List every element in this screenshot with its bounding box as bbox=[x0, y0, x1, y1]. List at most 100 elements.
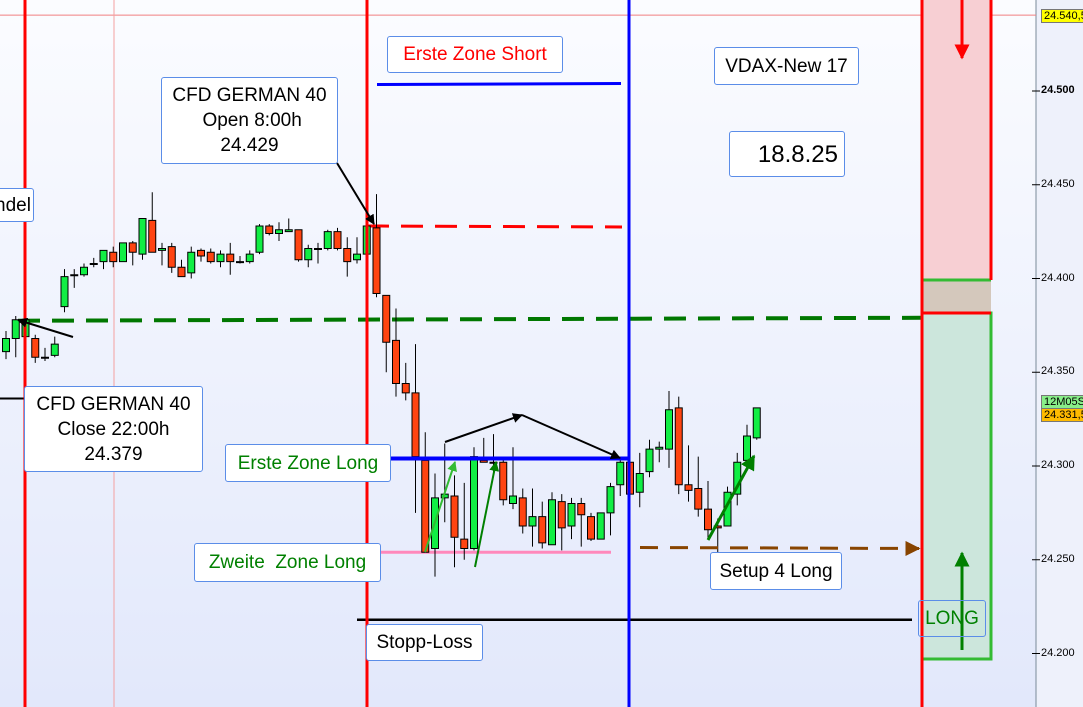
candle bbox=[158, 242, 166, 266]
candle-body bbox=[187, 251, 196, 274]
candle-body bbox=[528, 516, 537, 527]
candle-body bbox=[674, 407, 683, 486]
candle-body bbox=[284, 229, 293, 233]
candle-body bbox=[255, 225, 264, 253]
close-level-dashed-line bbox=[17, 315, 923, 323]
open-level-dashed-line bbox=[366, 224, 623, 229]
candle-body bbox=[226, 253, 235, 263]
candle bbox=[528, 488, 537, 547]
candle-body bbox=[743, 435, 751, 461]
candle bbox=[743, 424, 751, 463]
candle bbox=[460, 482, 469, 560]
candle-body bbox=[421, 459, 430, 553]
candle bbox=[109, 246, 118, 268]
candle-body bbox=[333, 231, 342, 249]
candle-body bbox=[548, 499, 556, 546]
candle-body bbox=[31, 338, 40, 358]
candle bbox=[557, 494, 566, 551]
setup-target-dashed-arrow bbox=[639, 540, 921, 556]
candle-body bbox=[265, 225, 274, 234]
label-stopp-loss: Stopp-Loss bbox=[366, 624, 483, 661]
candle bbox=[70, 269, 79, 288]
label-setup-4-long: Setup 4 Long bbox=[710, 552, 842, 590]
candle-body bbox=[704, 508, 712, 531]
candle-body bbox=[587, 516, 595, 540]
candle bbox=[704, 481, 712, 540]
candle bbox=[382, 294, 391, 373]
candle bbox=[41, 347, 49, 361]
candle bbox=[80, 263, 88, 277]
candle-body bbox=[206, 251, 215, 263]
candle bbox=[470, 447, 478, 551]
candle bbox=[401, 362, 410, 401]
candle bbox=[548, 492, 556, 546]
candle bbox=[226, 242, 235, 275]
candle bbox=[518, 488, 527, 534]
candle bbox=[99, 249, 108, 270]
y-tick-label: 24.250 bbox=[1041, 552, 1075, 565]
candle bbox=[31, 334, 40, 363]
candle-body bbox=[41, 356, 49, 359]
candle-body bbox=[50, 343, 59, 356]
candle-body bbox=[294, 229, 303, 261]
label-partial-left: ndel bbox=[0, 188, 34, 222]
candle-body bbox=[518, 497, 527, 527]
candle-body bbox=[567, 503, 576, 527]
candle bbox=[333, 227, 342, 251]
candle-body bbox=[119, 242, 127, 263]
last-price-tag: 24.331,5 bbox=[1041, 408, 1083, 422]
label-vdax: VDAX-New 17 bbox=[714, 47, 859, 85]
swing-arrow-down bbox=[521, 414, 621, 459]
candle-body bbox=[343, 248, 352, 263]
candle-body bbox=[684, 484, 693, 491]
candle bbox=[392, 308, 400, 397]
open-pointer-arrow bbox=[336, 162, 375, 225]
neutral-zone-rect bbox=[922, 280, 991, 313]
candle-body bbox=[392, 339, 400, 384]
candle-body bbox=[245, 253, 254, 263]
close-pointer-arrow bbox=[17, 317, 74, 338]
label-close-info: CFD GERMAN 40 Close 22:00h 24.379 bbox=[24, 386, 203, 472]
candle bbox=[138, 218, 147, 260]
candle-body bbox=[89, 263, 98, 265]
candle bbox=[60, 269, 69, 313]
bounce-arrow-2 bbox=[474, 461, 500, 568]
candle bbox=[177, 259, 186, 278]
candle bbox=[499, 456, 508, 506]
candle-body bbox=[616, 461, 625, 486]
candle-body bbox=[606, 486, 615, 514]
candle bbox=[119, 242, 127, 263]
candle bbox=[284, 218, 293, 233]
candle-body bbox=[538, 516, 547, 544]
y-tick-label: 24.500 bbox=[1041, 84, 1075, 96]
candle bbox=[343, 237, 352, 277]
candle bbox=[148, 192, 157, 253]
candle bbox=[411, 344, 420, 513]
candle-body bbox=[353, 253, 361, 261]
candle bbox=[2, 331, 10, 360]
y-tick-label: 24.200 bbox=[1041, 646, 1075, 659]
candle-body bbox=[11, 319, 20, 339]
candle-body bbox=[460, 538, 469, 549]
candle bbox=[694, 456, 703, 517]
y-tick-label: 24.300 bbox=[1041, 459, 1075, 471]
candle bbox=[89, 257, 98, 268]
candle bbox=[752, 407, 761, 440]
candle bbox=[655, 441, 664, 463]
setup-arrow bbox=[706, 454, 756, 541]
candle-body bbox=[70, 274, 79, 277]
candle-body bbox=[275, 229, 283, 234]
candle bbox=[567, 497, 576, 540]
y-tick-label: 24.450 bbox=[1041, 177, 1075, 190]
candle bbox=[674, 396, 683, 495]
candle-body bbox=[158, 248, 166, 251]
candle-body bbox=[694, 488, 703, 510]
label-erste-zone-short: Erste Zone Short bbox=[387, 36, 563, 73]
candle bbox=[255, 224, 264, 255]
label-date: 18.8.25 bbox=[729, 131, 845, 177]
candle bbox=[236, 256, 244, 264]
candle-body bbox=[216, 253, 225, 263]
countdown-tag: 12M05S bbox=[1041, 395, 1083, 409]
candle-body bbox=[314, 248, 322, 250]
